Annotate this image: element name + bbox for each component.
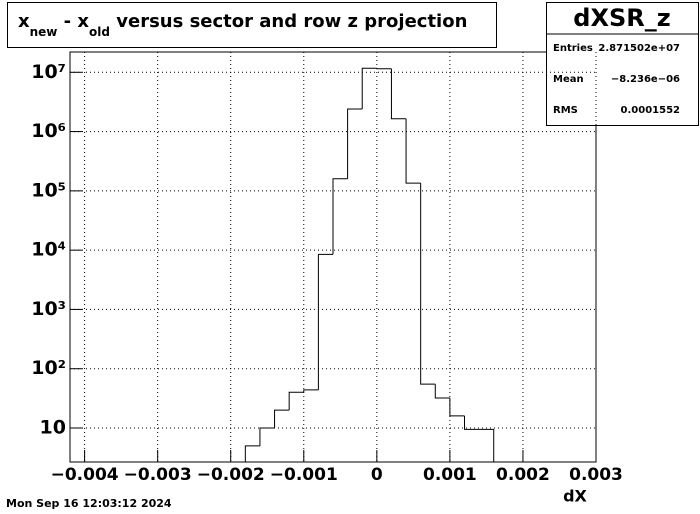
x-tick-label: 0.003 bbox=[569, 465, 623, 485]
x-tick-label: −0.003 bbox=[124, 465, 192, 485]
x-tick-label: −0.002 bbox=[197, 465, 265, 485]
stats-name: dXSR_z bbox=[573, 4, 670, 32]
title-sub: old bbox=[89, 25, 110, 39]
histogram-bin bbox=[390, 68, 407, 120]
title-part: versus sector and row z projection bbox=[110, 11, 467, 32]
histogram-bin bbox=[259, 427, 275, 446]
histogram-bin bbox=[405, 118, 421, 184]
date: Mon Sep 16 12:03:12 2024 bbox=[6, 497, 172, 510]
title-part: x bbox=[18, 11, 30, 32]
stats-box bbox=[546, 2, 699, 126]
y-tick-label: 10⁵ bbox=[31, 179, 66, 201]
histogram-bin bbox=[361, 67, 377, 110]
y-tick-label: 10⁴ bbox=[31, 239, 66, 261]
x-tick-label: −0.004 bbox=[51, 465, 119, 485]
histogram-bin bbox=[303, 389, 319, 393]
chart-title: xnew - xold versus sector and row z proj… bbox=[18, 11, 467, 39]
x-tick-label: 0.002 bbox=[496, 465, 550, 485]
histogram-bin bbox=[244, 445, 260, 462]
y-tick-label: 10⁷ bbox=[31, 61, 66, 83]
stats-value: 2.871502e+07 bbox=[598, 43, 680, 54]
histogram-bin bbox=[434, 384, 450, 399]
histogram-bin bbox=[274, 409, 290, 429]
stats-label: Mean bbox=[553, 74, 584, 85]
y-tick-label: 10³ bbox=[31, 298, 66, 320]
y-tick-label: 10 bbox=[40, 417, 66, 439]
stats-label: Entries bbox=[553, 43, 593, 54]
histogram-bin bbox=[332, 178, 348, 255]
x-tick-label: 0 bbox=[371, 465, 383, 485]
histogram-bin bbox=[288, 391, 304, 411]
y-tick-label: 10² bbox=[31, 357, 66, 379]
title-box bbox=[7, 2, 497, 48]
histogram-bin bbox=[464, 415, 480, 430]
x-tick-label: 0.001 bbox=[423, 465, 477, 485]
histogram-bin bbox=[317, 253, 333, 390]
x-tick-label: −0.001 bbox=[270, 465, 338, 485]
histogram-bin bbox=[479, 428, 495, 462]
stats-value: 0.0001552 bbox=[621, 105, 681, 116]
stats-label: RMS bbox=[553, 105, 578, 116]
y-tick-label: 10⁶ bbox=[31, 120, 66, 142]
x-axis-label: dX bbox=[563, 487, 587, 506]
stats-value: −8.236e−06 bbox=[611, 74, 680, 85]
histogram-bin bbox=[347, 108, 363, 179]
title-part: - x bbox=[57, 11, 89, 32]
title-sub: new bbox=[30, 25, 58, 39]
histogram-bin bbox=[449, 398, 465, 417]
histogram-bin bbox=[420, 183, 436, 385]
